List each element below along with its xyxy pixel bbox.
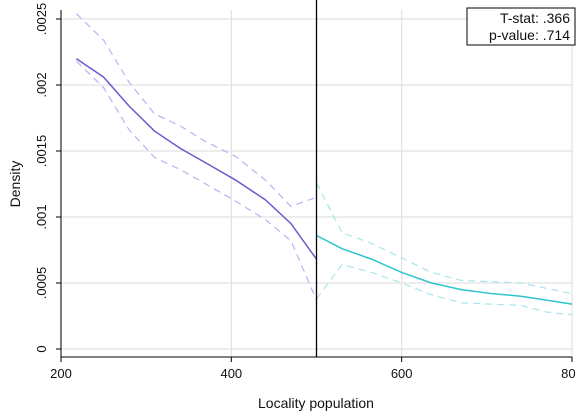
series-1-ci-lower-line	[316, 263, 573, 316]
y-tick-label-3: .0015	[34, 135, 49, 168]
axis-layer: 200 400 600 800 0 .0005 .001 .0015 .002 .0025	[34, 3, 576, 381]
series-0-ci-upper-line	[75, 13, 317, 208]
series-0-density-line	[75, 57, 318, 260]
series-layer	[75, 0, 573, 357]
x-tick-label-3: 800	[561, 366, 576, 381]
x-tick-label-0: 200	[50, 366, 72, 381]
x-tick-label-2: 600	[391, 366, 413, 381]
y-tick-label-4: .002	[34, 72, 49, 97]
t-stat-label: T-stat: .366	[500, 10, 570, 26]
series-1-ci-upper-line	[315, 182, 573, 295]
stats-box-frame	[466, 7, 576, 46]
y-axis-title: Density	[7, 161, 23, 208]
series-1-density-line	[316, 234, 573, 305]
series-0-ci-lower-line	[75, 60, 318, 301]
y-tick-label-0: 0	[34, 345, 49, 352]
stats-box: T-stat: .366 p-value: .714	[466, 7, 576, 46]
y-tick-label-2: .001	[34, 204, 49, 229]
y-tick-label-5: .0025	[34, 3, 49, 36]
x-tick-label-1: 400	[220, 366, 242, 381]
confidence-band-layer	[75, 13, 573, 316]
p-value-label: p-value: .714	[489, 27, 570, 43]
x-axis-title: Locality population	[258, 395, 374, 411]
y-tick-label-1: .0005	[34, 267, 49, 300]
